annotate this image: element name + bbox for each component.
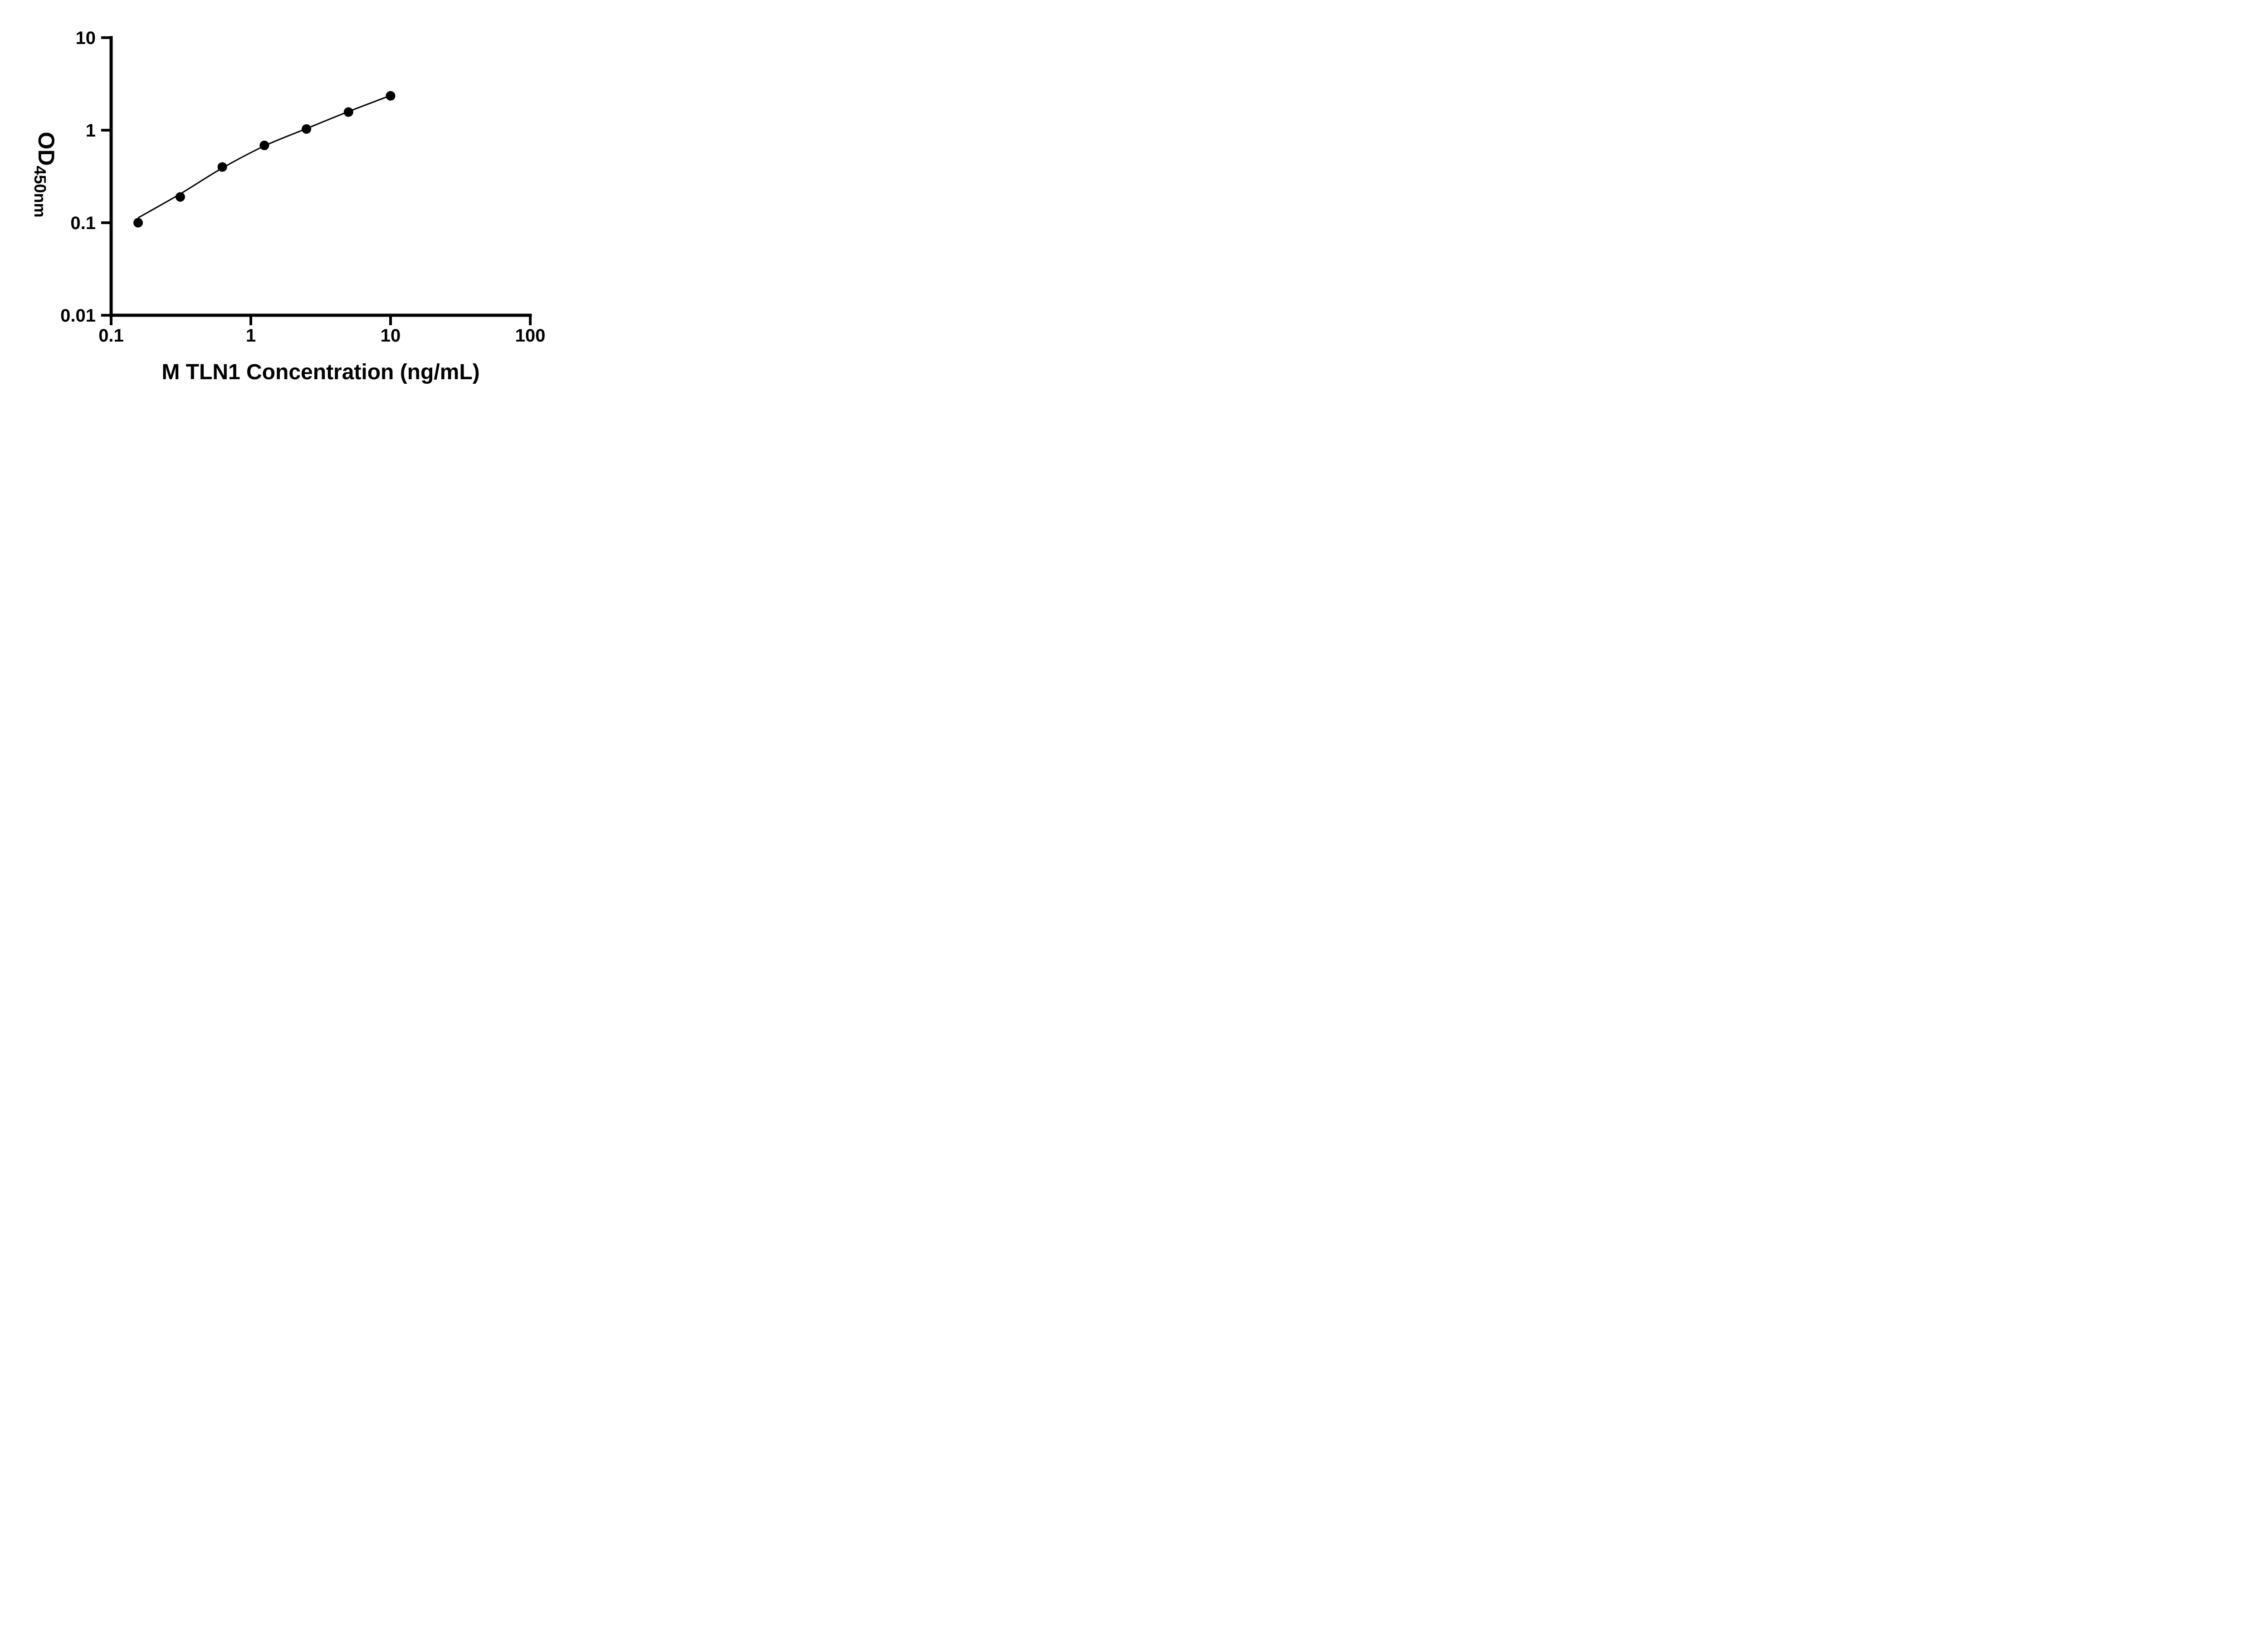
data-point-marker xyxy=(343,107,353,117)
x-axis-label: M TLN1 Concentration (ng/mL) xyxy=(161,360,479,384)
data-point-marker xyxy=(386,91,396,101)
data-point-marker xyxy=(133,218,143,228)
y-tick-label: 1 xyxy=(86,121,96,141)
y-axis-label: OD450nm xyxy=(31,132,59,217)
axes-spine xyxy=(109,36,532,317)
data-point-marker xyxy=(259,141,269,151)
x-tick-label: 100 xyxy=(515,326,546,346)
x-tick-label: 10 xyxy=(381,326,401,346)
data-point-marker xyxy=(217,162,227,172)
data-point-marker xyxy=(302,124,312,134)
y-tick-label: 10 xyxy=(76,28,96,48)
chart-canvas: OD450nm M TLN1 Concentration (ng/mL) 0.1… xyxy=(31,28,546,384)
y-tick-label: 0.1 xyxy=(70,213,96,233)
data-point-marker xyxy=(175,192,185,202)
x-tick-label: 0.1 xyxy=(98,326,124,346)
elisa-standard-curve-figure: OD450nm M TLN1 Concentration (ng/mL) 0.1… xyxy=(0,0,583,408)
y-axis-label-subscript: 450nm xyxy=(31,166,49,217)
y-axis-label-prefix: OD xyxy=(34,132,59,166)
y-tick-label: 0.01 xyxy=(60,306,96,326)
x-tick-label: 1 xyxy=(246,326,256,346)
